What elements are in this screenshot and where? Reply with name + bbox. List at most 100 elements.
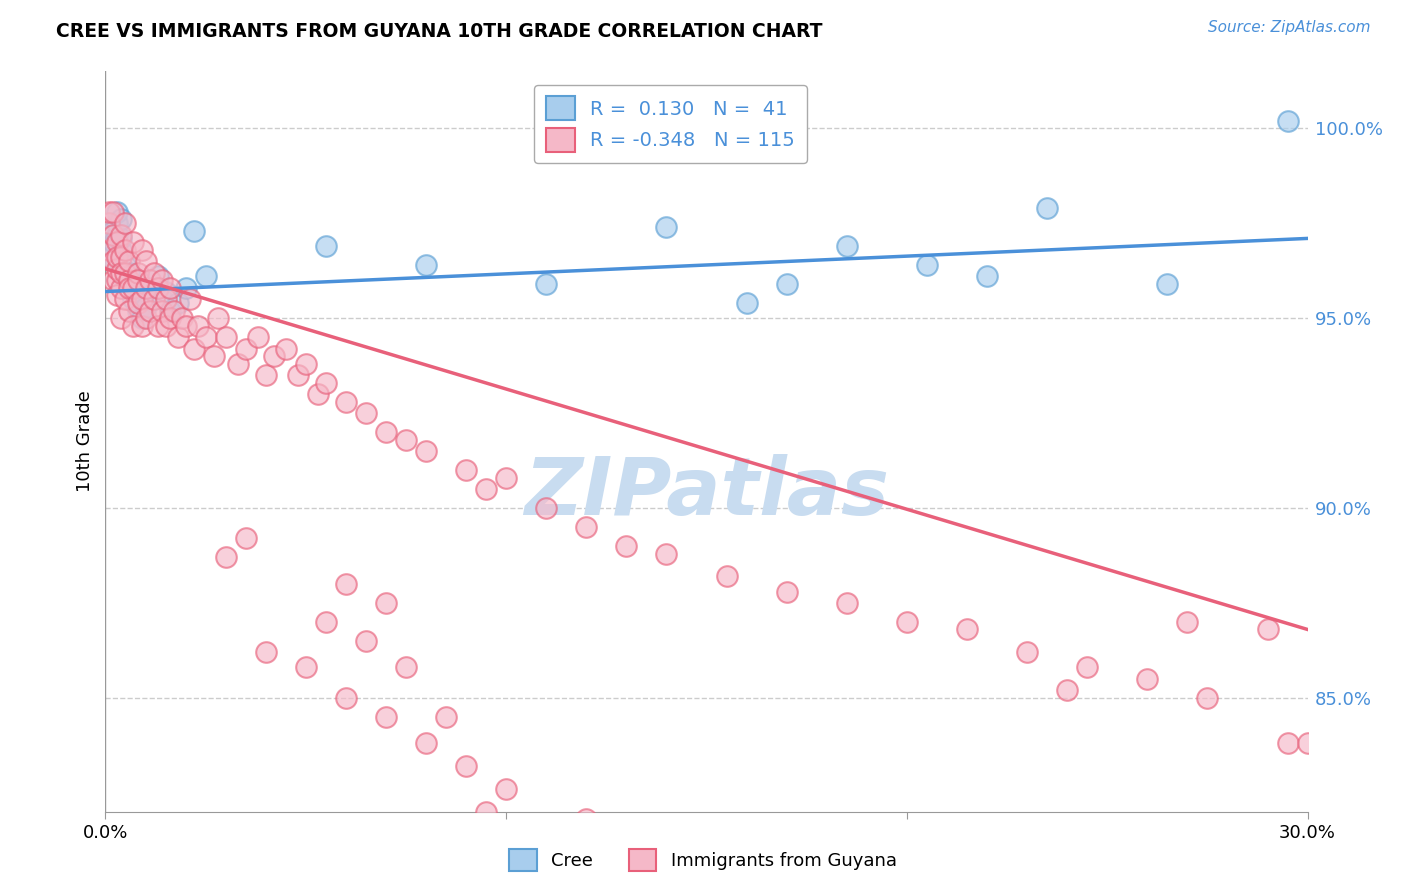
Point — [159, 311, 181, 326]
Point — [735, 296, 758, 310]
Point — [155, 285, 177, 299]
Point — [616, 539, 638, 553]
Point — [110, 243, 132, 257]
Point — [118, 303, 141, 318]
Point — [183, 342, 205, 356]
Point — [335, 394, 357, 409]
Point — [150, 273, 173, 287]
Point — [534, 277, 557, 291]
Point — [135, 281, 157, 295]
Point — [159, 281, 181, 295]
Point — [127, 266, 149, 280]
Point — [434, 710, 457, 724]
Point — [575, 813, 598, 827]
Point — [976, 269, 998, 284]
Point — [131, 243, 153, 257]
Point — [110, 231, 132, 245]
Point — [107, 216, 129, 230]
Point — [194, 330, 217, 344]
Point — [98, 216, 121, 230]
Point — [575, 520, 598, 534]
Point — [122, 281, 145, 295]
Point — [315, 615, 337, 629]
Point — [835, 596, 858, 610]
Point — [1136, 672, 1159, 686]
Point — [315, 376, 337, 390]
Point — [1076, 660, 1098, 674]
Point — [138, 281, 160, 295]
Point — [114, 243, 136, 257]
Point — [127, 296, 149, 310]
Point — [107, 235, 129, 250]
Point — [166, 296, 188, 310]
Point — [127, 288, 149, 302]
Point — [415, 444, 437, 458]
Text: ZIPatlas: ZIPatlas — [524, 454, 889, 533]
Point — [315, 239, 337, 253]
Point — [135, 254, 157, 268]
Point — [655, 547, 678, 561]
Point — [114, 266, 136, 280]
Point — [174, 281, 197, 295]
Point — [114, 258, 136, 272]
Point — [395, 433, 418, 447]
Point — [226, 357, 249, 371]
Point — [335, 690, 357, 705]
Point — [295, 357, 318, 371]
Point — [454, 759, 477, 773]
Point — [263, 349, 285, 363]
Point — [122, 318, 145, 333]
Point — [98, 243, 121, 257]
Point — [835, 239, 858, 253]
Point — [118, 254, 141, 268]
Point — [395, 660, 418, 674]
Point — [179, 292, 201, 306]
Point — [815, 888, 838, 892]
Point — [107, 288, 129, 302]
Point — [98, 251, 121, 265]
Point — [374, 710, 398, 724]
Point — [146, 318, 169, 333]
Point — [103, 227, 125, 242]
Point — [415, 736, 437, 750]
Point — [110, 266, 132, 280]
Point — [235, 342, 257, 356]
Point — [287, 368, 309, 383]
Point — [194, 269, 217, 284]
Point — [475, 482, 498, 496]
Point — [142, 266, 165, 280]
Point — [374, 596, 398, 610]
Y-axis label: 10th Grade: 10th Grade — [76, 391, 94, 492]
Point — [110, 281, 132, 295]
Point — [118, 273, 141, 287]
Point — [107, 273, 129, 287]
Point — [103, 204, 125, 219]
Point — [896, 615, 918, 629]
Point — [1197, 690, 1219, 705]
Point — [155, 292, 177, 306]
Point — [1177, 615, 1199, 629]
Point — [127, 273, 149, 287]
Point — [103, 224, 125, 238]
Point — [183, 224, 205, 238]
Point — [1277, 736, 1299, 750]
Point — [246, 330, 269, 344]
Point — [235, 532, 257, 546]
Point — [146, 281, 169, 295]
Point — [1017, 645, 1039, 659]
Point — [354, 633, 377, 648]
Point — [150, 303, 173, 318]
Point — [495, 781, 517, 796]
Point — [114, 292, 136, 306]
Point — [131, 318, 153, 333]
Point — [122, 235, 145, 250]
Point — [454, 463, 477, 477]
Point — [1277, 113, 1299, 128]
Point — [98, 204, 121, 219]
Point — [155, 318, 177, 333]
Point — [655, 220, 678, 235]
Point — [776, 584, 799, 599]
Point — [142, 292, 165, 306]
Legend: Cree, Immigrants from Guyana: Cree, Immigrants from Guyana — [502, 842, 904, 879]
Point — [956, 623, 979, 637]
